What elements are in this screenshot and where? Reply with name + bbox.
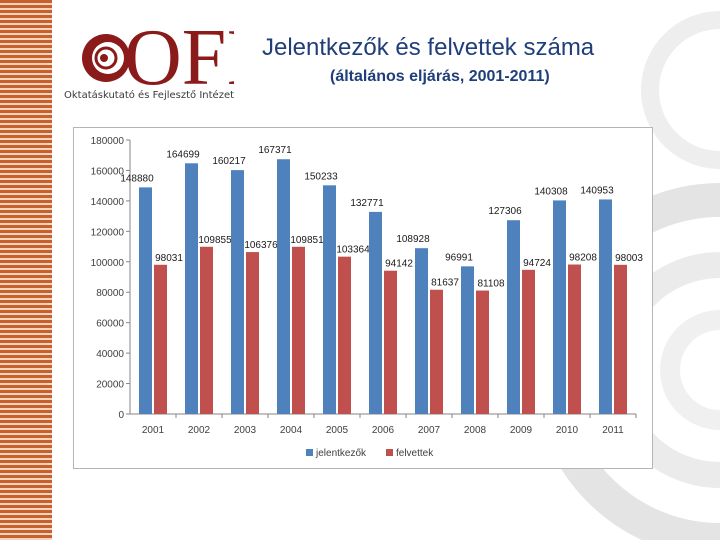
bar-series-1 [507, 220, 520, 414]
data-label: 164699 [166, 149, 200, 160]
data-label: 132771 [350, 198, 384, 209]
bar-series-2 [614, 264, 627, 414]
bar-chart: 0 20000 40000 60000 80000 100000 120000 140000 1… [91, 136, 644, 459]
legend-label: jelentkezők [315, 448, 367, 459]
data-label: 108928 [396, 234, 430, 245]
bar-series-1 [139, 187, 152, 414]
chart-container: 0 20000 40000 60000 80000 100000 120000 140000 1… [73, 127, 653, 469]
data-label: 140953 [580, 185, 614, 196]
data-label: 103364 [336, 245, 370, 256]
legend-swatch [386, 449, 393, 456]
bar-series-2 [568, 264, 581, 414]
x-tick-label: 2011 [602, 425, 624, 436]
data-label: 160217 [212, 156, 246, 167]
x-tick-label: 2009 [510, 425, 533, 436]
data-label: 167371 [258, 145, 292, 156]
bar-series-2 [338, 256, 351, 414]
x-tick-label: 2006 [372, 425, 395, 436]
bar-series-1 [553, 200, 566, 414]
bar-series-2 [522, 269, 535, 414]
bar-series-2 [292, 246, 305, 414]
bar-series-2 [154, 264, 167, 414]
y-tick-label: 80000 [96, 288, 124, 299]
x-tick-label: 2003 [234, 425, 257, 436]
page-title: Jelentkezők és felvettek száma [262, 34, 595, 61]
y-tick-label: 140000 [91, 197, 125, 208]
data-label: 98031 [155, 253, 183, 264]
bar-series-2 [430, 289, 443, 414]
x-tick-label: 2007 [418, 425, 441, 436]
org-name: Oktatáskutató és Fejlesztő Intézet [64, 90, 235, 101]
bar-series-1 [461, 266, 474, 414]
x-tick-label: 2005 [326, 425, 349, 436]
x-tick-label: 2008 [464, 425, 487, 436]
data-label: 127306 [488, 206, 522, 217]
data-label: 94142 [385, 259, 413, 270]
data-label: 98208 [569, 253, 597, 264]
bar-series-1 [323, 185, 336, 414]
legend-swatch [306, 449, 313, 456]
data-label: 81637 [431, 278, 459, 289]
data-label: 150233 [304, 171, 338, 182]
y-tick-label: 120000 [91, 227, 125, 238]
data-label: 109855 [198, 235, 232, 246]
bar-series-1 [369, 211, 382, 414]
ofi-logo: OFI [74, 12, 253, 102]
y-tick-label: 20000 [96, 380, 124, 391]
data-label: 81108 [477, 279, 505, 290]
bar-series-2 [476, 290, 489, 414]
data-label: 148880 [120, 173, 154, 184]
legend-label: felvettek [396, 448, 434, 459]
data-label: 109851 [290, 235, 324, 246]
y-tick-label: 0 [118, 410, 124, 421]
bar-series-1 [277, 159, 290, 414]
data-label: 106376 [244, 240, 278, 251]
x-tick-label: 2004 [280, 425, 303, 436]
y-tick-label: 40000 [96, 349, 124, 360]
bar-series-1 [231, 170, 244, 414]
data-label: 94724 [523, 258, 551, 269]
bar-series-1 [185, 163, 198, 414]
x-tick-label: 2001 [142, 425, 165, 436]
bar-series-2 [246, 252, 259, 414]
data-label: 98003 [615, 253, 643, 264]
bar-series-2 [200, 246, 213, 414]
logo-letters: OFI [124, 14, 234, 92]
y-tick-label: 180000 [91, 136, 125, 147]
y-tick-label: 60000 [96, 319, 124, 330]
data-label: 140308 [534, 186, 568, 197]
bar-series-1 [599, 199, 612, 414]
x-tick-label: 2010 [556, 425, 579, 436]
page-subtitle: (általános eljárás, 2001-2011) [330, 68, 550, 85]
x-tick-label: 2002 [188, 425, 211, 436]
y-tick-label: 160000 [91, 166, 125, 177]
bar-series-1 [415, 248, 428, 414]
bar-series-2 [384, 270, 397, 414]
y-tick-label: 100000 [91, 258, 125, 269]
decorative-stripes [0, 0, 52, 540]
data-label: 96991 [445, 252, 473, 263]
